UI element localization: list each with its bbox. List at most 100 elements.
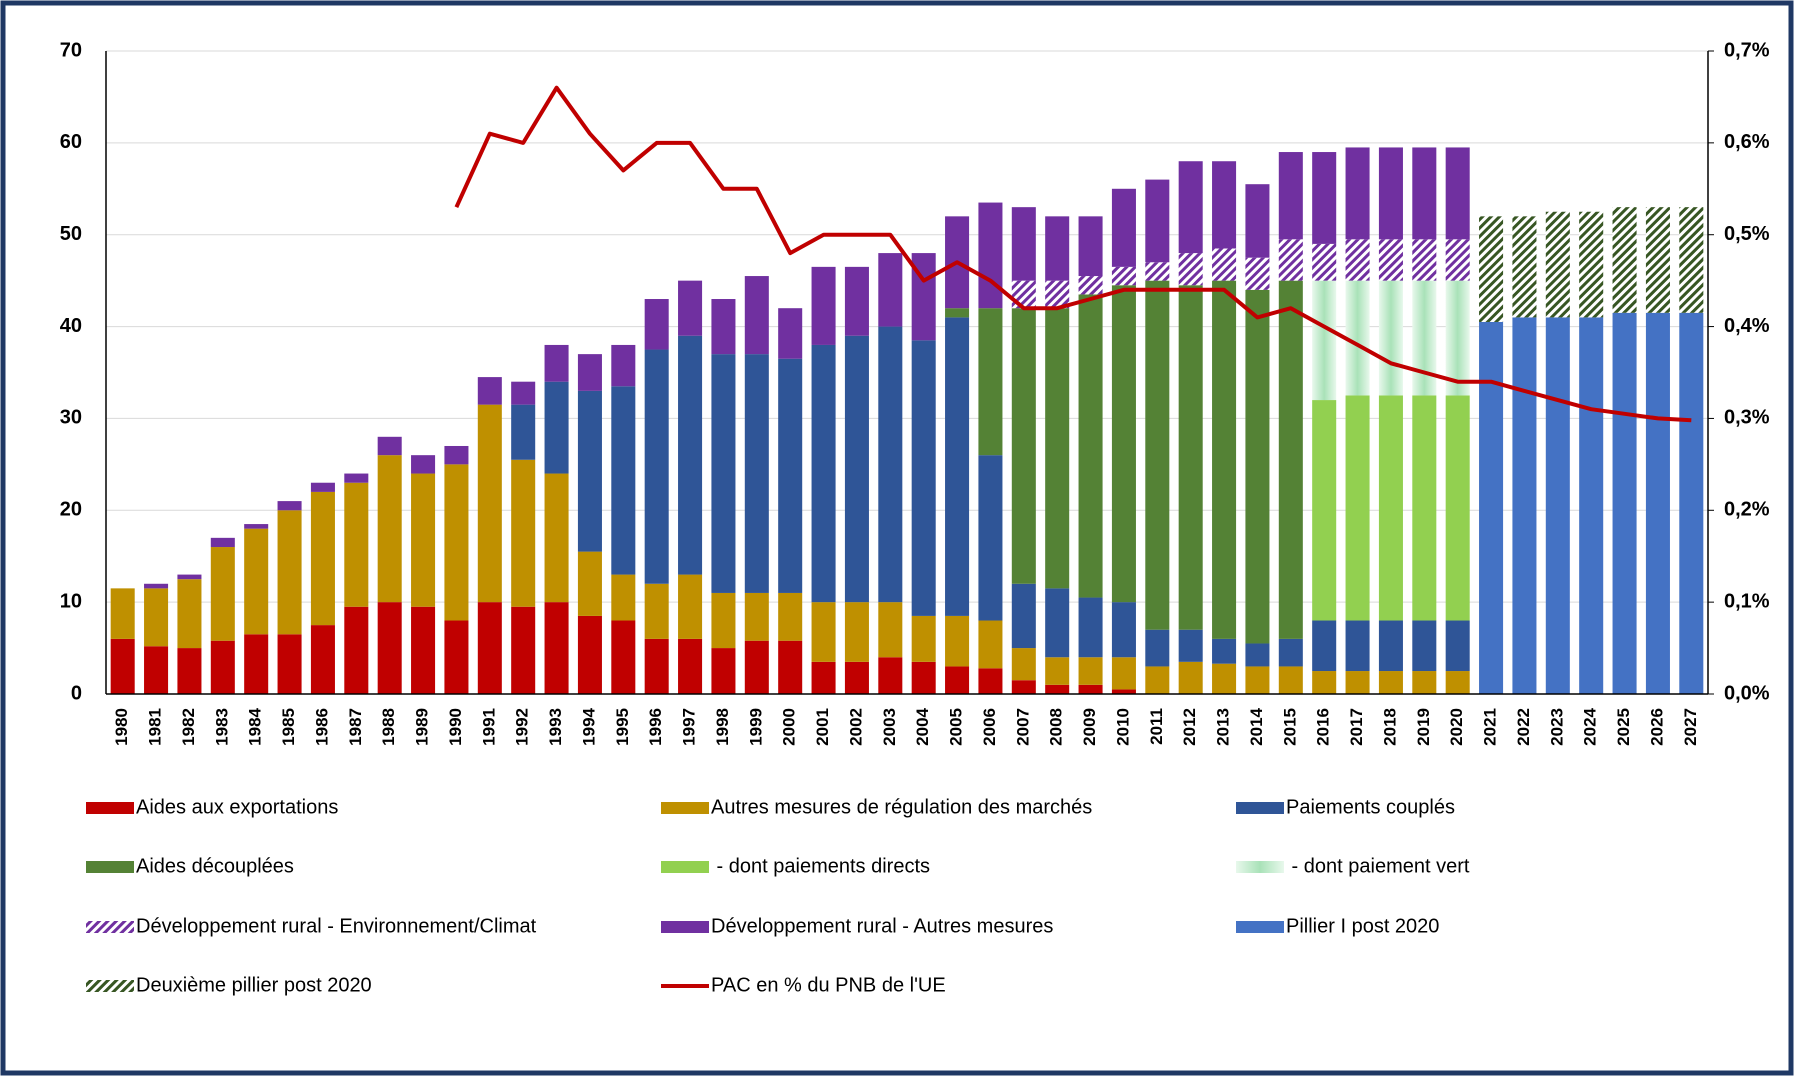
bar-segment — [144, 588, 169, 647]
x-tick-label: 2021 — [1481, 708, 1500, 746]
bar-segment — [911, 615, 936, 662]
legend-label: Développement rural - Autres mesures — [711, 915, 1053, 937]
bar-segment — [511, 404, 536, 460]
x-tick-label: 1983 — [212, 708, 231, 746]
bar-segment — [444, 620, 469, 694]
bar-segment — [1378, 620, 1403, 672]
x-tick-label: 2010 — [1113, 708, 1132, 746]
y2-tick-label: 0,1% — [1724, 590, 1770, 612]
bar-segment — [611, 344, 636, 387]
bar-segment — [110, 638, 135, 694]
bar-segment — [1412, 395, 1437, 621]
x-tick-label: 1988 — [379, 708, 398, 746]
bar-segment — [1679, 312, 1704, 694]
bar-segment — [1011, 583, 1036, 649]
legend-marker — [86, 802, 134, 814]
bar-segment — [1245, 643, 1270, 667]
bar-segment — [1645, 207, 1670, 313]
bar-segment — [344, 606, 369, 694]
bar-segment — [978, 308, 1003, 456]
bar-segment — [878, 253, 903, 327]
bar-segment — [678, 280, 703, 336]
x-tick-label: 1982 — [179, 708, 198, 746]
bar-segment — [1312, 671, 1337, 694]
legend-marker — [86, 861, 134, 873]
bar-segment — [1545, 317, 1570, 694]
bar-segment — [1045, 684, 1070, 694]
bar-segment — [1278, 666, 1303, 694]
x-tick-label: 1992 — [513, 708, 532, 746]
bar-segment — [1612, 207, 1637, 313]
legend-label: PAC en % du PNB de l'UE — [711, 974, 946, 996]
bar-segment — [945, 308, 970, 318]
bar-segment — [1178, 661, 1203, 694]
bar-segment — [1011, 207, 1036, 281]
bar-segment — [778, 592, 803, 641]
bar-segment — [1245, 257, 1270, 290]
bar-segment — [1512, 317, 1537, 694]
legend-marker — [1236, 802, 1284, 814]
y2-tick-label: 0,4% — [1724, 315, 1770, 337]
x-tick-label: 1998 — [713, 708, 732, 746]
bar-segment — [277, 501, 302, 511]
bar-segment — [878, 657, 903, 694]
bar-segment — [1045, 216, 1070, 281]
x-tick-label: 1980 — [112, 708, 131, 746]
x-tick-label: 1993 — [546, 708, 565, 746]
bar-segment — [1412, 671, 1437, 694]
bar-segment — [678, 574, 703, 639]
bar-segment — [844, 266, 869, 336]
bar-segment — [177, 648, 202, 694]
bar-segment — [1412, 280, 1437, 396]
x-tick-label: 2026 — [1647, 708, 1666, 746]
bar-segment — [611, 574, 636, 621]
x-tick-label: 2012 — [1180, 708, 1199, 746]
x-tick-label: 2011 — [1147, 708, 1166, 745]
legend-marker — [86, 980, 134, 992]
bar-segment — [1545, 211, 1570, 318]
bar-segment — [1245, 666, 1270, 694]
bar-segment — [511, 381, 536, 405]
bar-segment — [811, 344, 836, 603]
x-tick-label: 2020 — [1447, 708, 1466, 746]
y2-tick-label: 0,6% — [1724, 131, 1770, 153]
x-tick-label: 2019 — [1414, 708, 1433, 746]
bar-segment — [744, 592, 769, 641]
bar-segment — [1212, 638, 1237, 664]
bar-segment — [1445, 620, 1470, 672]
bar-segment — [1245, 184, 1270, 258]
bar-segment — [277, 634, 302, 694]
bar-segment — [1111, 657, 1136, 690]
y2-tick-label: 0,7% — [1724, 39, 1770, 61]
legend-label: Développement rural - Environnement/Clim… — [136, 915, 537, 937]
bar-segment — [1212, 280, 1237, 639]
x-tick-label: 2007 — [1013, 708, 1032, 746]
x-tick-label: 2003 — [880, 708, 899, 746]
bar-segment — [1145, 262, 1170, 281]
line-series — [454, 85, 1692, 423]
bar-segment — [1579, 211, 1604, 318]
bar-segment — [1445, 147, 1470, 240]
bar-segment — [210, 547, 235, 641]
bar-segment — [1345, 671, 1370, 694]
bar-segment — [1111, 689, 1136, 694]
legend-marker — [86, 921, 134, 933]
bar-segment — [978, 202, 1003, 309]
bar-segment — [1078, 294, 1103, 598]
legend-label: Pillier I post 2020 — [1286, 915, 1439, 937]
bar-segment — [1479, 321, 1504, 694]
bar-segment — [1479, 216, 1504, 322]
bar-segment — [1145, 280, 1170, 630]
bar-segment — [1212, 248, 1237, 281]
bar-segment — [978, 668, 1003, 694]
bar-segment — [1679, 207, 1704, 313]
bar-segment — [1111, 602, 1136, 658]
bar-segment — [1412, 239, 1437, 281]
bar-segment — [1579, 317, 1604, 694]
bar-segment — [1445, 239, 1470, 281]
y-tick-label: 0 — [71, 682, 82, 704]
bar-segment — [945, 615, 970, 667]
y-tick-label: 20 — [60, 499, 82, 521]
bar-segment — [778, 640, 803, 694]
bar-segment — [1512, 216, 1537, 318]
